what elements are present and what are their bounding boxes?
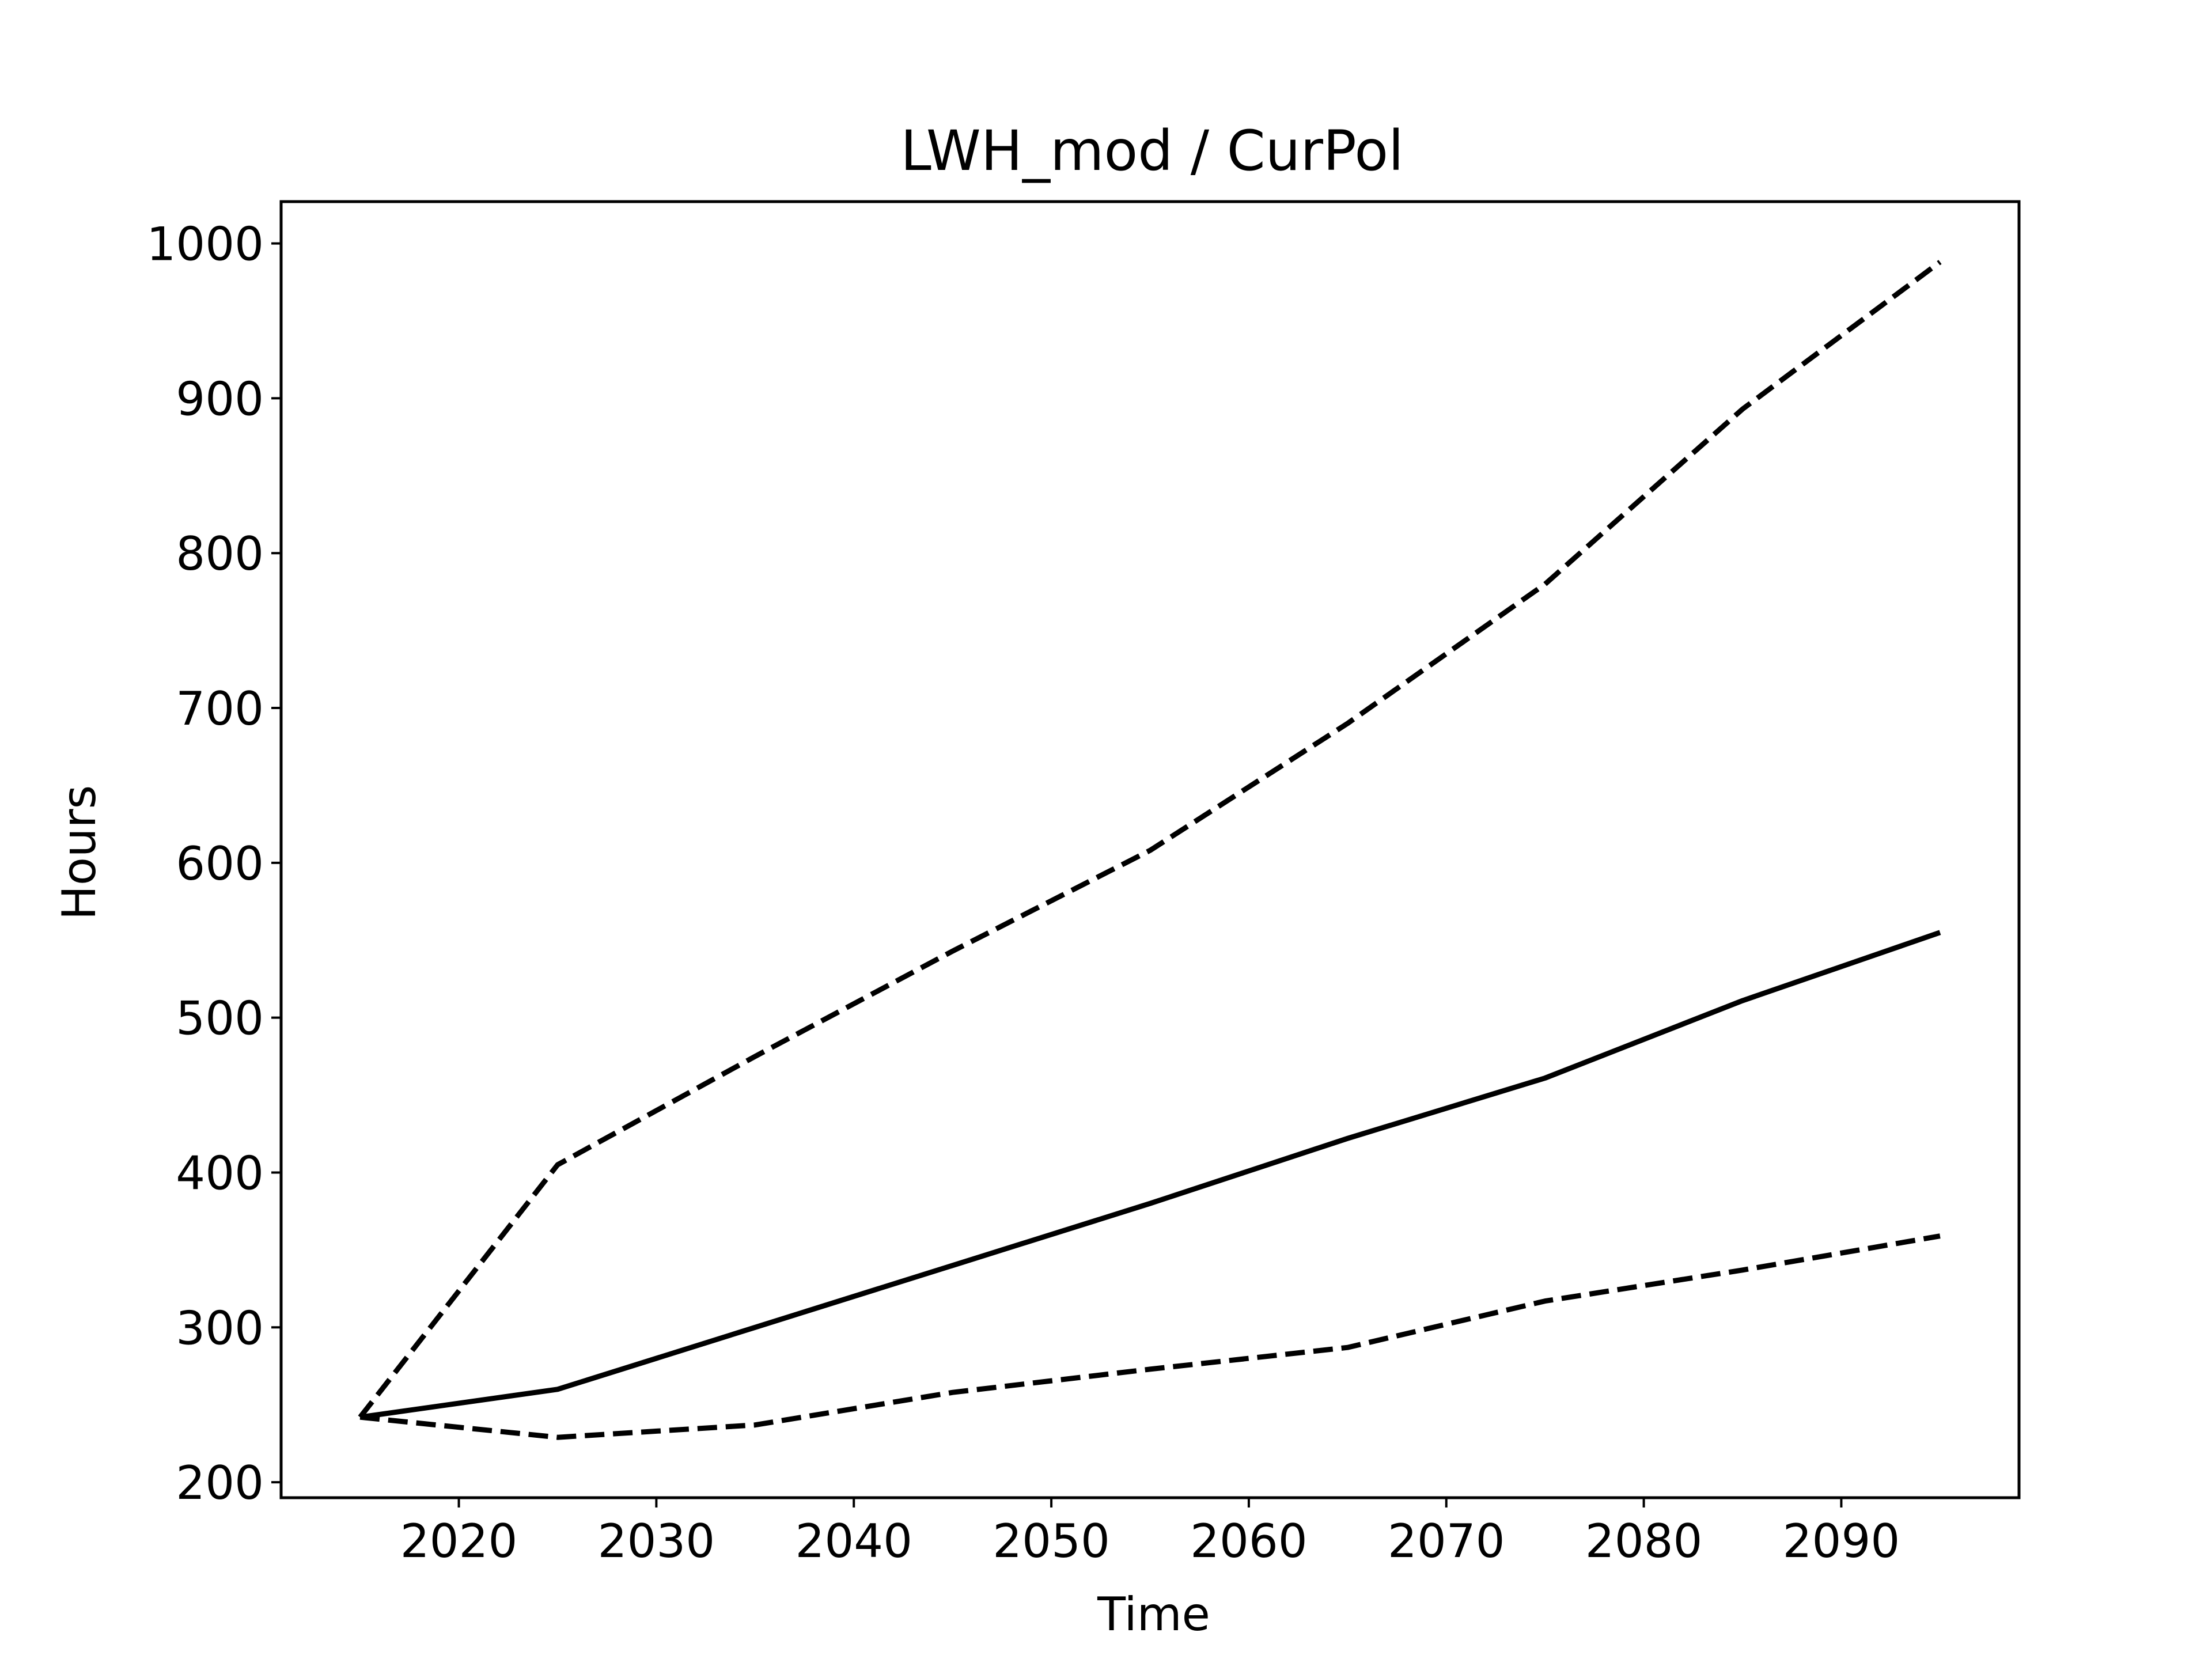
series-line-1-dashed <box>358 260 1942 1419</box>
y-tick-label: 700 <box>176 682 264 736</box>
y-axis-label: Hours <box>52 785 106 920</box>
x-tick-label: 2090 <box>1783 1514 1900 1568</box>
chart-title: LWH_mod / CurPol <box>900 119 1404 183</box>
x-tick-label: 2050 <box>993 1514 1110 1568</box>
y-axis: 200 300 400 500 600 700 800 900 1000 <box>146 218 281 1510</box>
y-tick-label: 400 <box>176 1146 264 1200</box>
y-tick-label: 800 <box>176 527 264 581</box>
x-tick-label: 2060 <box>1190 1514 1308 1568</box>
y-tick-label: 200 <box>176 1456 264 1510</box>
x-tick-label: 2070 <box>1388 1514 1505 1568</box>
plot-lines <box>358 260 1942 1440</box>
y-tick-label: 500 <box>176 992 264 1046</box>
x-axis: 2020 2030 2040 2050 2060 2070 2080 2090 <box>400 1498 1900 1568</box>
x-tick-label: 2080 <box>1585 1514 1703 1568</box>
x-tick-label: 2030 <box>598 1514 715 1568</box>
y-tick-label: 300 <box>176 1301 264 1355</box>
x-tick-label: 2040 <box>795 1514 912 1568</box>
plot-frame <box>279 200 2021 1499</box>
y-tick-label: 1000 <box>146 218 264 271</box>
x-tick-label: 2020 <box>400 1514 518 1568</box>
y-tick-label: 600 <box>176 837 264 891</box>
series-line-2-solid <box>359 930 1941 1420</box>
x-axis-label: Time <box>1097 1588 1210 1641</box>
series-line-3-dashed <box>359 1233 1941 1440</box>
y-tick-label: 900 <box>176 372 264 426</box>
